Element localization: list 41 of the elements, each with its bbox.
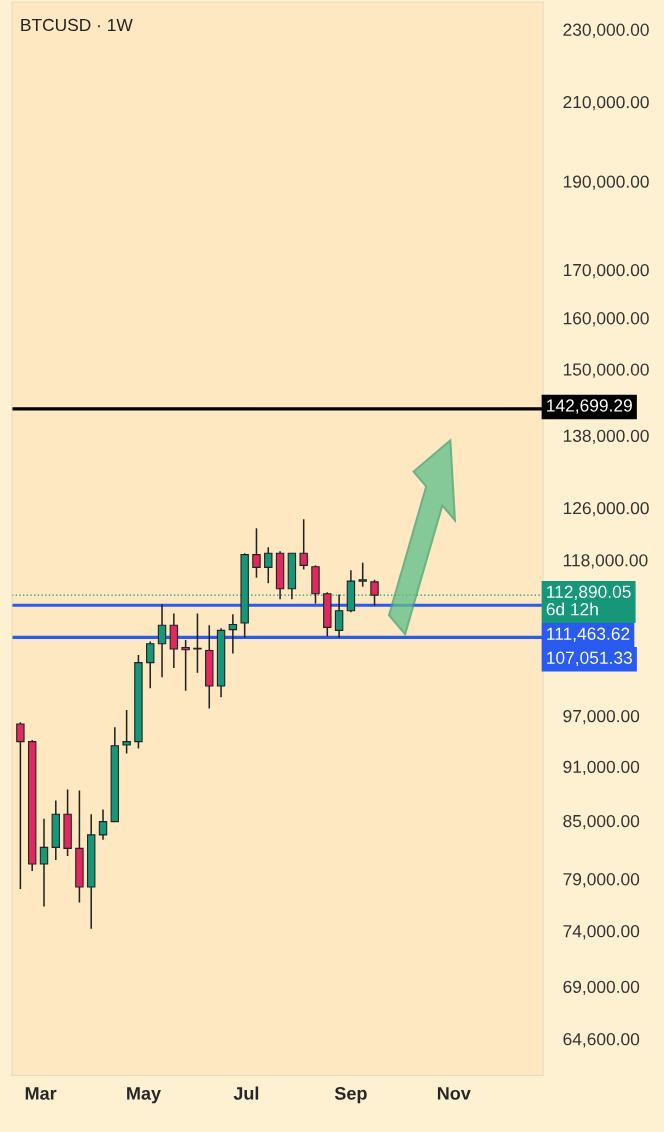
candlestick — [264, 546, 273, 584]
ref-line-label: 142,699.29 — [547, 399, 632, 414]
y-tick-label: 91,000.00 — [563, 760, 640, 776]
candlestick — [16, 721, 25, 890]
y-tick-label: 97,000.00 — [563, 709, 640, 725]
y-tick-label: 79,000.00 — [563, 873, 640, 888]
y-tick-label: 64,600.00 — [563, 1033, 640, 1048]
y-tick-label: 230,000.00 — [563, 23, 649, 38]
y-tick-label: 74,000.00 — [563, 925, 640, 940]
y-tick-label: 150,000.00 — [563, 363, 649, 378]
x-tick-label: Sep — [334, 1086, 367, 1104]
candlestick — [98, 808, 108, 841]
candlestick — [181, 639, 190, 692]
ref-line-label: 112,890.05 6d 12h — [546, 585, 631, 616]
y-tick-label: 190,000.00 — [563, 175, 649, 190]
candlestick — [299, 518, 308, 571]
candlestick — [39, 818, 49, 908]
y-tick-label: 69,000.00 — [563, 980, 640, 996]
ref-line-label: 107,051.33 — [547, 651, 632, 666]
x-tick-label: Nov — [437, 1087, 471, 1100]
y-tick-label: 210,000.00 — [563, 95, 649, 111]
y-tick-label: 170,000.00 — [563, 263, 649, 279]
candlestick — [228, 613, 238, 655]
candlestick — [146, 640, 155, 690]
y-tick-label: 118,000.00 — [563, 554, 648, 569]
candlestick — [157, 603, 167, 679]
candlestick — [193, 612, 202, 674]
candlestick — [169, 612, 179, 669]
candlestick — [358, 561, 367, 588]
candlestick — [370, 578, 379, 607]
y-tick-label: 138,000.00 — [563, 429, 649, 445]
candlestick — [252, 527, 261, 579]
x-tick-label: Jul — [233, 1086, 259, 1100]
y-tick-label: 85,000.00 — [563, 814, 640, 830]
ref-line-label: 111,463.62 — [547, 627, 630, 642]
x-tick-label: May — [127, 1087, 161, 1104]
y-tick-label: 126,000.00 — [563, 501, 649, 517]
text: BTCUSD · 1W — [21, 18, 133, 32]
candlestick — [122, 709, 131, 755]
x-tick-label: Mar — [25, 1087, 57, 1100]
y-tick-label: 160,000.00 — [563, 312, 649, 327]
